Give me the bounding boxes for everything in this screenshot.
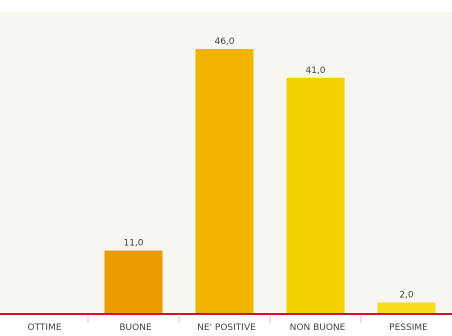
tick-label-ne-positive: NE' POSITIVE xyxy=(197,323,256,333)
value-labels: 11,0 46,0 41,0 2,0 xyxy=(123,37,413,301)
tick-label-non-buone: NON BUONE xyxy=(290,323,346,333)
bar-non-buone xyxy=(286,77,345,314)
tick-label-buone: BUONE xyxy=(119,323,152,333)
value-label-buone: 11,0 xyxy=(123,239,143,249)
value-label-pessime: 2,0 xyxy=(399,291,414,301)
tick-label-ottime: OTTIME xyxy=(27,323,61,333)
value-label-ne-positive: 46,0 xyxy=(214,37,234,47)
x-axis-tick-labels: OTTIME BUONE NE' POSITIVE NON BUONE PESSIME xyxy=(27,323,428,333)
tick-label-pessime: PESSIME xyxy=(389,323,428,333)
bar-buone xyxy=(104,250,163,314)
category-separators xyxy=(87,316,362,323)
value-label-non-buone: 41,0 xyxy=(305,66,325,76)
bar-pessime xyxy=(377,302,436,314)
bar-ne-positive xyxy=(195,49,254,314)
bars xyxy=(104,49,436,314)
